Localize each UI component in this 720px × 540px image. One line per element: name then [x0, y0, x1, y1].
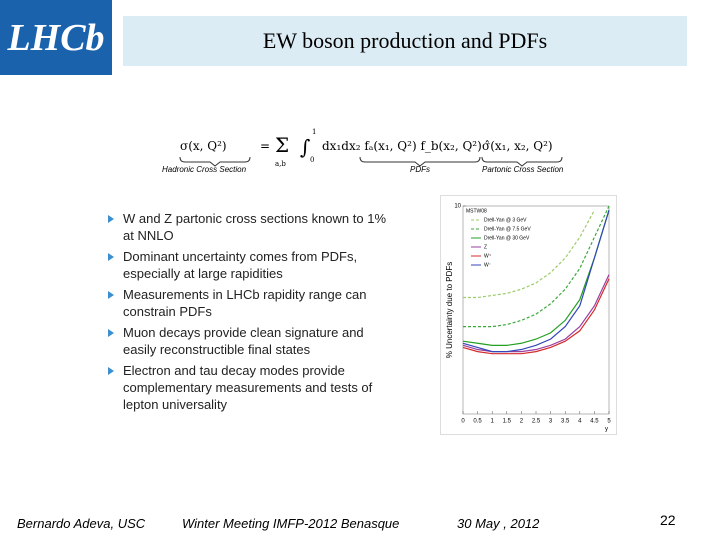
eq-upper: 1: [312, 128, 316, 136]
brace: [179, 156, 251, 167]
series-line: [462, 278, 610, 355]
series-line: [462, 209, 610, 346]
footer-date: 30 May , 2012: [457, 516, 540, 531]
legend-label: Drell-Yan @ 30 GeV: [484, 235, 530, 241]
x-tick-label: 2.5: [532, 419, 541, 425]
bullet: W and Z partonic cross sections known to…: [105, 210, 390, 244]
page-number: 22: [660, 512, 676, 528]
eq-lhs: σ(x, Q²): [180, 139, 227, 153]
y-axis-label: % Uncertainty due to PDFs: [445, 262, 454, 358]
x-tick-label: 4.5: [590, 419, 599, 425]
legend-label: W⁺: [484, 253, 492, 259]
eq-label: Partonic Cross Section: [482, 165, 564, 174]
legend-label: Z: [484, 244, 487, 250]
slide-title: EW boson production and PDFs: [123, 16, 687, 66]
x-tick-label: 5: [607, 419, 611, 425]
eq-equals: =: [260, 139, 270, 153]
bullet: Electron and tau decay modes provide com…: [105, 362, 390, 413]
series-line: [463, 205, 610, 328]
bullet-list: W and Z partonic cross sections known to…: [105, 210, 390, 417]
x-tick-label: 0.5: [473, 419, 482, 425]
eq-partonic: σ̂(x₁, x₂, Q²): [482, 139, 553, 153]
footer-event: Winter Meeting IMFP-2012 Benasque: [182, 516, 400, 531]
eq-sum: Σ: [275, 133, 289, 157]
brace: [359, 156, 481, 167]
equation: σ(x, Q²) = Σ a,b ∫ 0 1 dx₁dx₂ fₐ(x₁, Q²)…: [162, 128, 564, 174]
series-line: [462, 209, 610, 353]
eq-label: Hadronic Cross Section: [162, 165, 247, 174]
chart: 0 0.5 1 1.5 2 2.5 3 3.5 4 4.5 5 10 y % Uncertainty du…: [440, 195, 617, 435]
bullet: Dominant uncertainty comes from PDFs, es…: [105, 248, 390, 282]
bullet: Measurements in LHCb rapidity range can …: [105, 286, 390, 320]
eq-sum-index: a,b: [275, 160, 286, 168]
legend-label: W⁻: [484, 262, 492, 268]
x-tick-label: 3.5: [561, 419, 570, 425]
legend-label: Drell-Yan @ 7.5 GeV: [484, 226, 531, 232]
series-line: [463, 209, 595, 299]
y-tick-label: 10: [454, 204, 461, 210]
bullet: Muon decays provide clean signature and …: [105, 324, 390, 358]
series-line: [462, 274, 610, 353]
x-tick-label: 3: [549, 419, 553, 425]
legend-label: Drell-Yan @ 3 GeV: [484, 217, 527, 223]
chart-note: MSTW08: [466, 208, 487, 214]
eq-integral: ∫: [300, 135, 310, 159]
x-tick-label: 4: [578, 419, 582, 425]
x-tick-label: 0: [461, 419, 465, 425]
eq-lower: 0: [310, 156, 314, 164]
eq-pdfs: dx₁dx₂ fₐ(x₁, Q²) f_b(x₂, Q²): [322, 139, 482, 153]
footer-author: Bernardo Adeva, USC: [17, 516, 146, 531]
eq-label: PDFs: [410, 165, 430, 174]
x-tick-label: 1: [491, 419, 495, 425]
brace: [481, 156, 563, 167]
x-tick-label: 2: [520, 419, 524, 425]
x-tick-label: 1.5: [503, 419, 512, 425]
logo: LHCb: [0, 0, 112, 75]
x-axis-label: y: [605, 427, 608, 433]
